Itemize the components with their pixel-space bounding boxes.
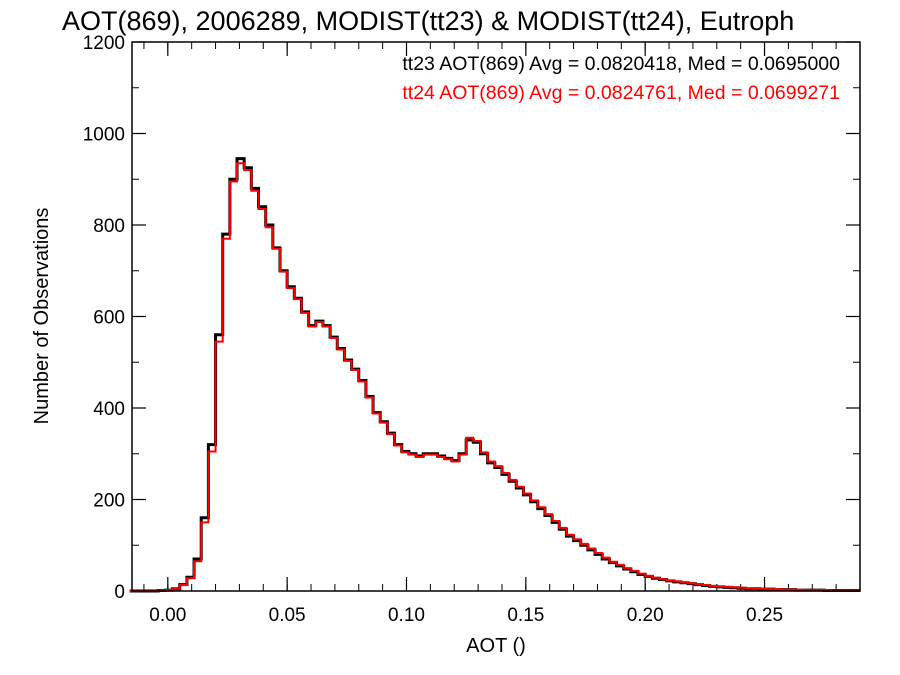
- series-line-tt23: [129, 157, 860, 593]
- x-tick-label: 0.25: [746, 605, 783, 626]
- x-tick-label: 0.15: [507, 605, 544, 626]
- y-axis-ticks: 0 200 400 600 800 1000 1200: [83, 33, 860, 603]
- chart-title: AOT(869), 2006289, MODIST(tt23) & MODIST…: [62, 6, 794, 36]
- annotation-tt23: tt23 AOT(869) Avg = 0.0820418, Med = 0.0…: [402, 53, 840, 75]
- series-line-tt24: [129, 162, 860, 592]
- y-tick-label: 400: [93, 399, 125, 420]
- x-tick-label: 0.05: [269, 605, 306, 626]
- annotation-tt24: tt24 AOT(869) Avg = 0.0824761, Med = 0.0…: [402, 82, 840, 104]
- y-tick-label: 600: [93, 308, 125, 329]
- series-lines: [129, 157, 860, 593]
- x-axis-ticks: 0.00 0.05 0.10 0.15 0.20 0.25: [143, 42, 861, 626]
- y-tick-label: 0: [114, 582, 125, 603]
- x-tick-label: 0.20: [627, 605, 664, 626]
- y-axis-label: Number of Observations: [31, 208, 53, 425]
- x-tick-label: 0.00: [149, 605, 186, 626]
- plot-frame: [131, 41, 861, 592]
- y-tick-label: 1000: [83, 125, 125, 146]
- y-tick-label: 800: [93, 216, 125, 237]
- y-tick-label: 200: [93, 491, 125, 512]
- x-tick-label: 0.10: [388, 605, 425, 626]
- x-axis-label: AOT (): [466, 635, 526, 657]
- y-tick-label: 1200: [83, 33, 125, 54]
